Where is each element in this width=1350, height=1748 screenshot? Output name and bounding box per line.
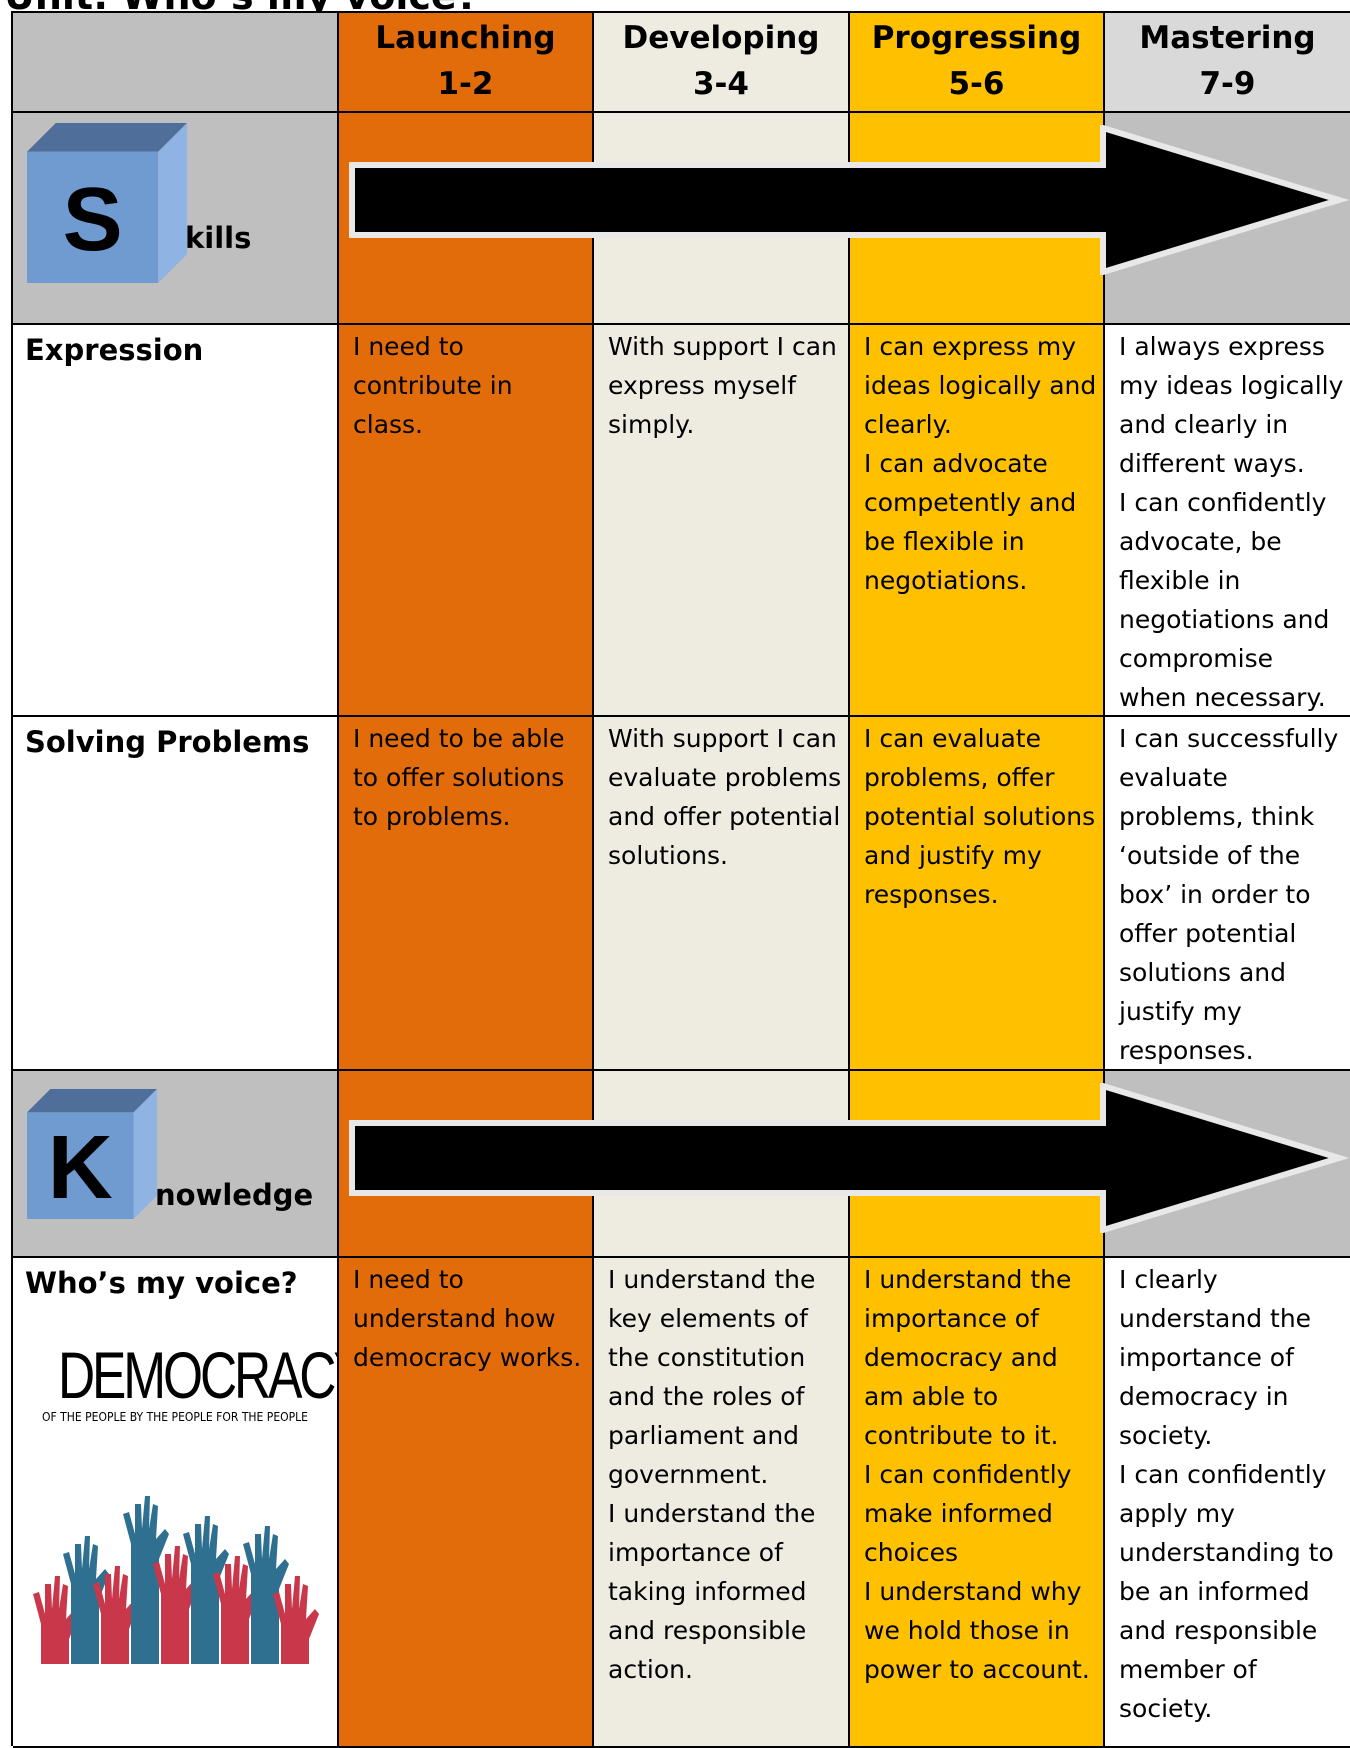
level-name: Mastering <box>1139 20 1316 56</box>
descriptor: I need to be able to offer solutions to … <box>353 724 565 831</box>
cube: S <box>27 123 187 283</box>
level-name: Developing <box>622 20 820 56</box>
descriptor-cell: I understand the key elements of the con… <box>594 1258 850 1748</box>
descriptor-cell: I clearly understand the importance of d… <box>1105 1258 1350 1748</box>
descriptor: I understand the importance of taking in… <box>608 1499 816 1684</box>
descriptor-cell: I understand the importance of democracy… <box>850 1258 1105 1748</box>
section-word: kills <box>185 221 252 255</box>
descriptor-cell: With support I can evaluate problems and… <box>594 717 850 1071</box>
header-cell: Progressing 5-6 <box>850 13 1105 113</box>
level-name: Launching <box>375 20 556 56</box>
level-range: 1-2 <box>437 66 494 102</box>
hand <box>153 1546 199 1664</box>
descriptor: I can confidently make informed choices <box>864 1460 1072 1567</box>
descriptor: I clearly understand the importance of d… <box>1119 1265 1312 1450</box>
hand <box>33 1576 79 1664</box>
descriptor: I understand why we hold those in power … <box>864 1577 1090 1684</box>
arrow-shape <box>349 125 1350 275</box>
hands-illustration <box>33 1496 319 1664</box>
header-cell: Launching 1-2 <box>339 13 594 113</box>
row-label: Who’s my voice? <box>25 1266 298 1300</box>
level-range: 5-6 <box>948 66 1005 102</box>
cube-face <box>27 1089 157 1113</box>
descriptor-cell: I need to understand how democracy works… <box>339 1258 594 1748</box>
level-range: 7-9 <box>1199 66 1256 102</box>
descriptor: I need to understand how democracy works… <box>353 1265 582 1372</box>
descriptor: I can confidently apply my understanding… <box>1119 1460 1334 1723</box>
arrow-shape <box>349 1083 1350 1233</box>
level-range: 3-4 <box>692 66 749 102</box>
descriptor: I need to contribute in class. <box>353 332 513 439</box>
hand <box>273 1576 319 1664</box>
cube-face <box>133 1089 157 1219</box>
cube: K <box>27 1089 157 1219</box>
descriptor-cell: I can successfully evaluate problems, th… <box>1105 717 1350 1071</box>
header-cell: Developing 3-4 <box>594 13 850 113</box>
section-word: nowledge <box>155 1178 314 1212</box>
descriptor: With support I can evaluate problems and… <box>608 724 842 870</box>
cube-face <box>158 123 187 283</box>
descriptor: I can confidently advocate, be flexible … <box>1119 488 1330 712</box>
hand <box>213 1556 259 1664</box>
descriptor-cell: I need to be able to offer solutions to … <box>339 717 594 1071</box>
hand <box>93 1566 139 1664</box>
descriptor: I understand the key elements of the con… <box>608 1265 816 1489</box>
hand <box>243 1526 289 1664</box>
progress-arrow <box>349 1083 1350 1233</box>
section-letter: S <box>63 170 123 270</box>
descriptor: With support I can express myself simply… <box>608 332 837 439</box>
cube-face <box>27 151 159 283</box>
hand <box>123 1496 169 1664</box>
row-label-cell: Who’s my voice? DEMOCRACY OF THE PEOPLE BY… <box>13 1258 339 1748</box>
progress-arrow <box>349 125 1350 275</box>
descriptor-cell: I can evaluate problems, offer potential… <box>850 717 1105 1071</box>
level-name: Progressing <box>871 20 1082 56</box>
descriptor: I can successfully evaluate problems, th… <box>1119 724 1339 1065</box>
header-cell: Mastering 7-9 <box>1105 13 1350 113</box>
cube-face <box>27 1112 134 1219</box>
section-letter: K <box>48 1118 113 1218</box>
descriptor-cell: I always express my ideas logically and … <box>1105 325 1350 717</box>
descriptor: I can express my ideas logically and cle… <box>864 332 1097 439</box>
row-label-cell: Expression <box>13 325 339 717</box>
image-title: DEMOCRACY <box>58 1338 339 1412</box>
democracy-image: DEMOCRACY OF THE PEOPLE BY THE PEOPLE FOR… <box>25 1338 339 1671</box>
descriptor: I always express my ideas logically and … <box>1119 332 1344 478</box>
header-corner <box>13 13 339 113</box>
row-label-cell: Solving Problems <box>13 717 339 1071</box>
descriptor: I can evaluate problems, offer potential… <box>864 724 1096 909</box>
descriptor-cell: I need to contribute in class. <box>339 325 594 717</box>
descriptor-cell: I can express my ideas logically and cle… <box>850 325 1105 717</box>
row-label: Solving Problems <box>25 725 310 759</box>
cube-face <box>27 123 187 152</box>
descriptor-cell: With support I can express myself simply… <box>594 325 850 717</box>
row-label: Expression <box>25 333 204 367</box>
hand <box>63 1536 109 1664</box>
descriptor: I can advocate competently and be flexib… <box>864 449 1077 595</box>
image-caption: OF THE PEOPLE BY THE PEOPLE FOR THE PEOP… <box>41 1410 309 1424</box>
hand <box>183 1516 229 1664</box>
descriptor: I understand the importance of democracy… <box>864 1265 1072 1450</box>
